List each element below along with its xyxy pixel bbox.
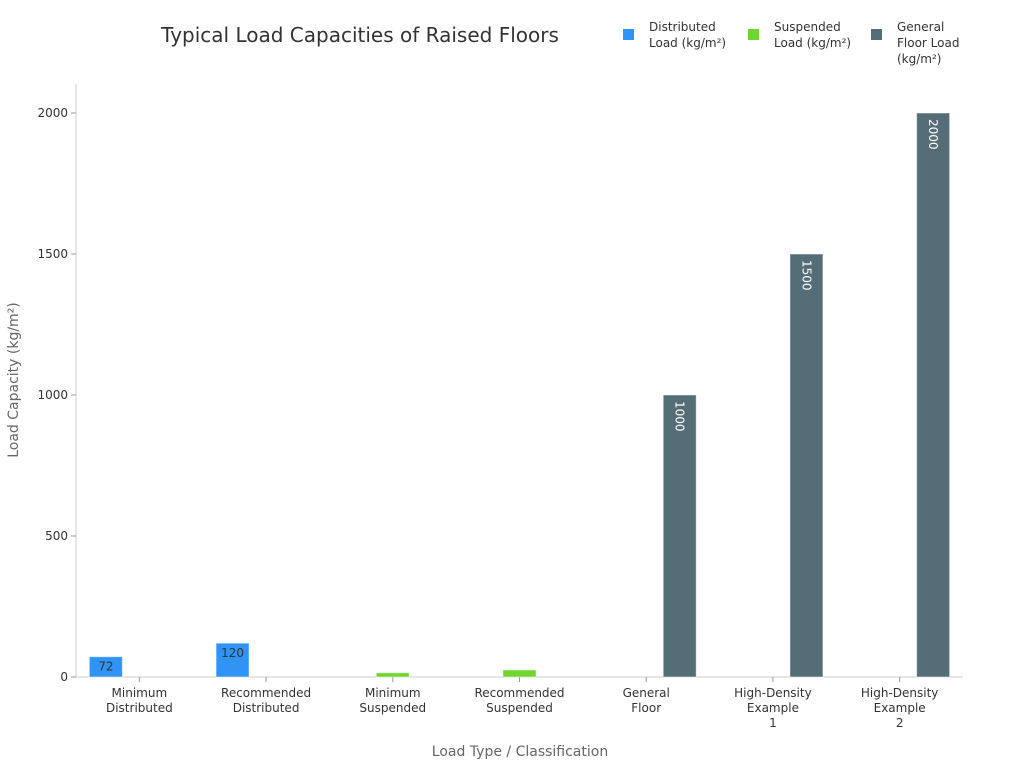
y-axis-title: Load Capacity (kg/m²)	[6, 302, 22, 458]
legend-label: Distributed Load (kg/m²)	[649, 20, 726, 50]
x-tick-label: Recommended Suspended	[474, 686, 564, 715]
bar	[662, 394, 697, 678]
x-tick-label: Minimum Distributed	[106, 686, 173, 715]
bar	[789, 253, 824, 678]
y-tick-label: 0	[60, 670, 68, 684]
bar	[502, 669, 537, 678]
legend-swatch	[871, 29, 882, 40]
data-label: 120	[221, 646, 244, 660]
bar	[375, 672, 410, 678]
y-tick-label: 1000	[37, 388, 68, 402]
y-tick-label: 500	[45, 529, 68, 543]
data-label: 72	[98, 660, 113, 674]
legend-swatch	[623, 29, 634, 40]
bar	[88, 656, 123, 678]
legend-swatch	[748, 29, 759, 40]
legend-label: General Floor Load (kg/m²)	[897, 20, 959, 66]
legend-label: Suspended Load (kg/m²)	[774, 20, 851, 50]
data-label: 1000	[673, 401, 687, 432]
x-tick-label: High-Density Example 1	[734, 686, 812, 730]
x-tick-label: High-Density Example 2	[861, 686, 939, 730]
bar	[916, 112, 951, 678]
data-label: 2000	[926, 119, 940, 150]
x-tick-label: Recommended Distributed	[221, 686, 311, 715]
data-label: 1500	[799, 260, 813, 291]
chart-title: Typical Load Capacities of Raised Floors	[160, 23, 559, 47]
x-tick-label: Minimum Suspended	[359, 686, 426, 715]
bar	[215, 642, 250, 678]
y-tick-label: 1500	[37, 247, 68, 261]
x-tick-label: General Floor	[623, 686, 670, 715]
x-axis-title: Load Type / Classification	[432, 744, 608, 760]
y-tick-label: 2000	[37, 106, 68, 120]
